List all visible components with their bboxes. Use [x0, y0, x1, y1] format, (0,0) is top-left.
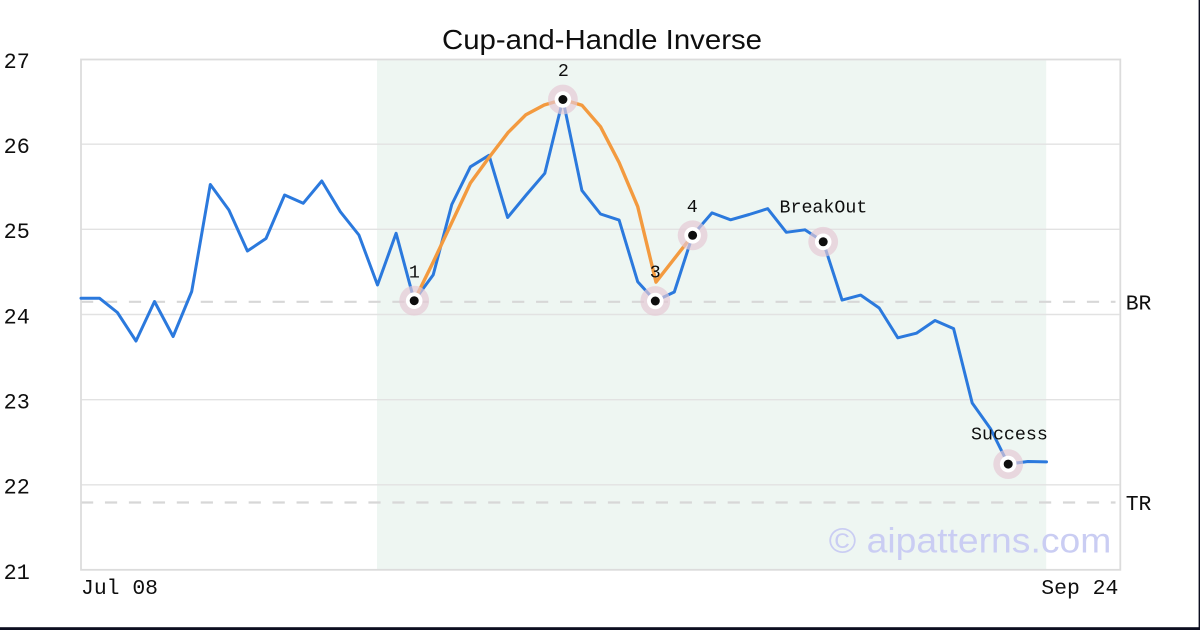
svg-text:BR: BR — [1126, 292, 1152, 316]
svg-text:4: 4 — [687, 198, 698, 218]
svg-text:26: 26 — [4, 135, 30, 160]
svg-text:24: 24 — [4, 305, 30, 330]
svg-text:© aipatterns.com: © aipatterns.com — [829, 522, 1112, 561]
svg-text:2: 2 — [558, 62, 569, 82]
svg-text:23: 23 — [4, 391, 30, 416]
svg-text:TR: TR — [1126, 493, 1152, 517]
svg-text:27: 27 — [4, 50, 30, 75]
svg-text:22: 22 — [4, 476, 30, 501]
svg-text:21: 21 — [4, 561, 30, 586]
svg-text:1: 1 — [409, 263, 420, 283]
svg-text:Cup-and-Handle Inverse: Cup-and-Handle Inverse — [442, 24, 762, 55]
svg-text:Success: Success — [971, 426, 1048, 446]
svg-text:25: 25 — [4, 220, 30, 245]
svg-text:3: 3 — [650, 263, 661, 283]
svg-text:Sep 24: Sep 24 — [1041, 577, 1118, 601]
svg-text:BreakOut: BreakOut — [780, 199, 868, 219]
svg-text:Jul 08: Jul 08 — [81, 577, 158, 601]
